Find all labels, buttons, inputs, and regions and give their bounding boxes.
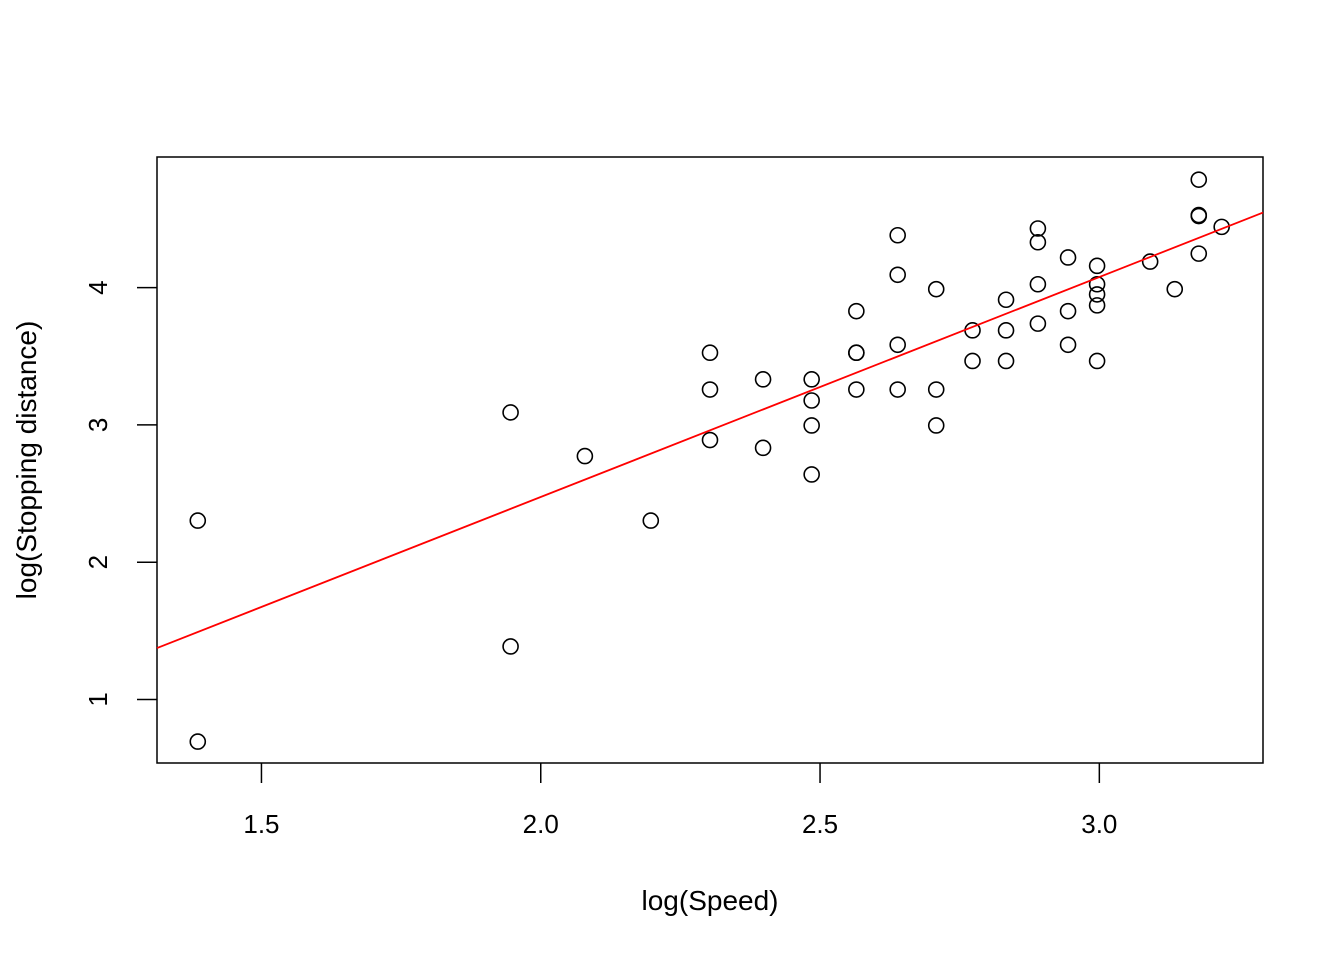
data-point [189, 733, 207, 750]
data-point [803, 392, 820, 409]
data-point [889, 266, 906, 284]
data-point [642, 512, 660, 529]
data-point [1141, 253, 1159, 270]
data-point [1088, 257, 1106, 275]
fit-line [156, 211, 1264, 649]
data-point [701, 344, 719, 362]
data-point [1190, 245, 1208, 262]
regression-line [156, 211, 1264, 649]
data-point [754, 371, 772, 388]
data-point [927, 381, 945, 398]
data-point [927, 417, 945, 434]
data-point [803, 371, 820, 388]
data-point [1029, 233, 1047, 251]
data-point [964, 352, 981, 370]
data-point [997, 352, 1015, 370]
data-point [701, 381, 719, 398]
data-layer [189, 171, 1230, 750]
y-tick-label: 2 [83, 555, 113, 569]
x-axis-title: log(Speed) [642, 885, 779, 916]
data-point [889, 336, 906, 354]
data-point [1088, 352, 1106, 370]
x-tick-label: 2.0 [523, 809, 559, 839]
data-point [502, 404, 519, 421]
data-point [1166, 280, 1184, 298]
data-point [1088, 286, 1106, 303]
data-point [889, 226, 906, 244]
x-tick-label: 1.5 [243, 809, 279, 839]
data-point [502, 638, 519, 655]
data-point [803, 417, 820, 434]
data-point [1029, 315, 1047, 332]
data-point [848, 381, 865, 398]
data-point [1059, 302, 1077, 320]
data-point [1029, 220, 1047, 237]
y-tick-label: 1 [83, 692, 113, 706]
data-point [576, 447, 594, 465]
y-axis: 1 2 3 4 [83, 280, 157, 707]
y-tick-label: 3 [83, 418, 113, 432]
data-point [997, 291, 1015, 309]
data-point [848, 344, 865, 362]
x-tick-label: 2.5 [802, 809, 838, 839]
data-point [754, 439, 772, 457]
data-point [701, 431, 719, 449]
data-point [1059, 336, 1077, 354]
y-tick-label: 4 [83, 280, 113, 294]
plot-frame [156, 156, 1264, 764]
data-point [1088, 275, 1106, 293]
x-axis: 1.5 2.0 2.5 3.0 [243, 763, 1117, 839]
x-tick-label: 3.0 [1081, 809, 1117, 839]
data-point [1190, 206, 1208, 224]
data-point [927, 280, 945, 298]
data-point [1029, 275, 1047, 293]
data-point [848, 302, 865, 320]
data-point [1190, 171, 1208, 188]
data-point [803, 466, 820, 483]
data-point [1059, 249, 1077, 266]
data-point [189, 512, 207, 529]
y-axis-title: log(Stopping distance) [11, 321, 42, 600]
data-point [997, 322, 1015, 339]
data-point [889, 381, 906, 398]
data-point [1088, 297, 1106, 314]
